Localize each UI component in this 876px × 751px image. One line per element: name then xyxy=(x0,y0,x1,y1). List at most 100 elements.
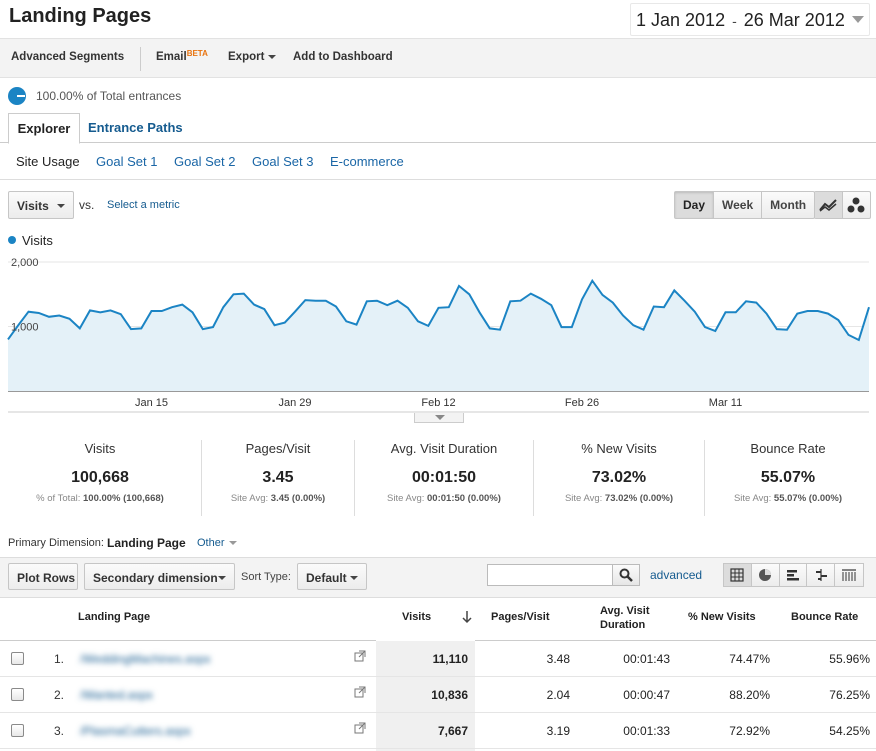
subtab-e-commerce[interactable]: E-commerce xyxy=(330,154,404,169)
advanced-segments-button[interactable]: Advanced Segments xyxy=(11,51,125,63)
visits-line-chart[interactable]: 2,000 1,000 Jan 15 Jan 29 Feb 12 Feb 26 Mar 11 xyxy=(0,248,876,418)
external-link-icon[interactable] xyxy=(354,722,366,734)
line-chart-icon xyxy=(819,199,837,212)
metric-sub-value: 73.02% (0.00%) xyxy=(604,493,674,504)
add-to-dashboard-button[interactable]: Add to Dashboard xyxy=(293,51,393,63)
external-link-icon[interactable] xyxy=(354,650,366,662)
report-header: Landing Pages 1 Jan 2012 - 26 Mar 2012 xyxy=(0,0,876,38)
cell-bounce-rate: 54.25% xyxy=(829,724,870,738)
tab-entrance-paths[interactable]: Entrance Paths xyxy=(88,120,183,135)
month-button[interactable]: Month xyxy=(770,198,807,212)
pivot-view-button[interactable] xyxy=(835,564,863,586)
metric-label: Pages/Visit xyxy=(245,441,311,456)
select-metric-link[interactable]: Select a metric xyxy=(107,199,180,211)
chart-collapse-handle[interactable] xyxy=(414,413,464,423)
subtab-goal-set-1[interactable]: Goal Set 1 xyxy=(96,154,158,169)
plot-rows-button[interactable]: Plot Rows xyxy=(8,563,78,590)
metric-label: Avg. Visit Duration xyxy=(390,441,498,456)
table-view-icon xyxy=(730,568,744,582)
header-avg-duration[interactable]: Avg. Visit Duration xyxy=(600,605,650,631)
metric-select-label: Visits xyxy=(17,199,49,213)
email-button[interactable]: EmailBETA xyxy=(156,49,208,63)
scorecard-divider xyxy=(201,440,202,516)
day-button[interactable]: Day xyxy=(675,192,715,218)
header-pages-visit[interactable]: Pages/Visit xyxy=(491,611,550,623)
subtab-site-usage[interactable]: Site Usage xyxy=(16,154,80,169)
row-checkbox[interactable] xyxy=(11,652,24,665)
sort-type-value: Default xyxy=(306,571,347,585)
metric-sub-value: 55.07% (0.00%) xyxy=(773,493,843,504)
metric-sub-value: 00:01:50 (0.00%) xyxy=(427,493,501,504)
other-label: Other xyxy=(197,537,225,549)
metric-label: Bounce Rate xyxy=(750,441,826,456)
row-checkbox[interactable] xyxy=(11,724,24,737)
cell-bounce-rate: 76.25% xyxy=(829,688,870,702)
cell-visits: 7,667 xyxy=(437,724,468,738)
sort-type-select[interactable]: Default xyxy=(297,563,367,590)
vs-label: vs. xyxy=(79,198,95,212)
landing-page-link[interactable]: /Wanted.aspx xyxy=(80,688,153,702)
header-landing-page[interactable]: Landing Page xyxy=(78,611,151,623)
metric-value: 100,668 xyxy=(71,469,129,486)
subtab-goal-set-2[interactable]: Goal Set 2 xyxy=(174,154,236,169)
metric-bounce-rate: Bounce Rate 55.07% Site Avg: 55.07% (0.0… xyxy=(705,440,871,516)
comparison-view-button[interactable] xyxy=(807,564,836,586)
bar-view-button[interactable] xyxy=(780,564,808,586)
line-chart-button[interactable] xyxy=(815,192,843,218)
pie-view-button[interactable] xyxy=(752,564,780,586)
segment-pie-icon xyxy=(8,87,26,105)
metric-sub-prefix: Site Avg: xyxy=(387,493,425,504)
advanced-filter-link[interactable]: advanced xyxy=(650,568,703,582)
metric-sub-prefix: Site Avg: xyxy=(230,493,269,504)
row-index: 1. xyxy=(53,652,64,666)
primary-dimension-other[interactable]: Other xyxy=(197,537,237,549)
series-line-visits[interactable] xyxy=(7,278,870,342)
page-title: Landing Pages xyxy=(9,5,152,27)
search-button[interactable] xyxy=(612,564,640,586)
metric-sub: Site Avg: 00:01:50 (0.00%) xyxy=(355,493,533,504)
header-new-visits[interactable]: % New Visits xyxy=(688,611,756,623)
table-search-input[interactable] xyxy=(487,564,613,586)
metric-value: 3.45 xyxy=(262,469,294,486)
row-checkbox[interactable] xyxy=(11,688,24,701)
chevron-down-icon xyxy=(57,204,65,208)
search-icon xyxy=(619,568,633,582)
cell-pages-visit: 2.04 xyxy=(546,688,570,702)
x-tick-label: Mar 11 xyxy=(709,397,742,409)
chevron-down-icon xyxy=(268,54,277,59)
landing-page-link[interactable]: /WeddingMachines.aspx xyxy=(80,652,211,666)
metric-sub-prefix: Site Avg: xyxy=(733,493,772,504)
header-visits[interactable]: Visits xyxy=(402,611,432,623)
sort-descending-icon[interactable] xyxy=(461,610,473,624)
y-tick-label: 2,000 xyxy=(11,257,39,269)
chart-type-buttons xyxy=(814,191,871,219)
visits-header-cell xyxy=(376,598,475,641)
metric-select[interactable]: Visits xyxy=(8,191,74,219)
scorecard-divider xyxy=(354,440,355,516)
export-button[interactable]: Export xyxy=(228,51,277,63)
primary-dimension-landing-page[interactable]: Landing Page xyxy=(107,536,186,550)
export-label: Export xyxy=(228,51,265,63)
cell-new-visits: 72.92% xyxy=(729,724,770,738)
cell-avg-duration: 00:01:43 xyxy=(623,652,670,666)
cell-new-visits: 88.20% xyxy=(729,688,770,702)
week-button[interactable]: Week xyxy=(714,192,763,218)
metric-avg-duration: Avg. Visit Duration 00:01:50 Site Avg: 0… xyxy=(355,440,533,516)
table-view-button[interactable] xyxy=(724,564,752,586)
chevron-down-icon xyxy=(350,576,358,580)
tab-explorer[interactable]: Explorer xyxy=(8,113,80,144)
x-tick-label: Feb 12 xyxy=(421,397,455,409)
secondary-dimension-select[interactable]: Secondary dimension xyxy=(84,563,235,590)
x-tick-label: Jan 29 xyxy=(278,397,311,409)
external-link-icon[interactable] xyxy=(354,686,366,698)
pie-view-icon xyxy=(759,569,772,581)
motion-chart-button[interactable] xyxy=(843,192,870,218)
subtab-goal-set-3[interactable]: Goal Set 3 xyxy=(252,154,314,169)
header-bounce-rate[interactable]: Bounce Rate xyxy=(791,611,859,623)
beta-badge: BETA xyxy=(186,49,208,58)
toolbar-divider xyxy=(140,47,141,71)
metric-label: Visits xyxy=(84,441,116,456)
landing-page-link[interactable]: /PlasmaCutters.aspx xyxy=(80,724,191,738)
segment-text: 100.00% of Total entrances xyxy=(36,89,182,103)
date-range-picker[interactable]: 1 Jan 2012 - 26 Mar 2012 xyxy=(630,3,870,36)
